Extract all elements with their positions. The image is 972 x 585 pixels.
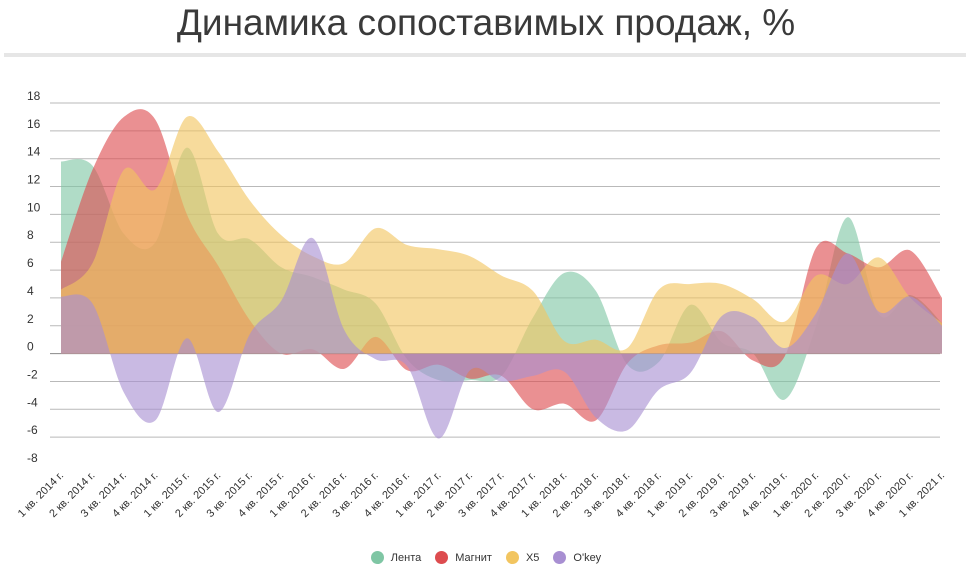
y-tick-label: 6 [27, 256, 34, 270]
y-tick-label: -2 [27, 367, 38, 381]
legend-item[interactable]: X5 [505, 551, 540, 564]
legend-label: X5 [525, 551, 540, 564]
legend-item[interactable]: Магнит [435, 551, 492, 564]
y-tick-label: -6 [27, 423, 38, 437]
x-axis: 1 кв. 2014 г.2 кв. 2014 г.3 кв. 2014 г.4… [16, 470, 947, 520]
area-layer [61, 109, 942, 439]
y-tick-label: 0 [27, 340, 34, 354]
y-tick-label: 14 [27, 145, 41, 159]
legend: Лента Магнит X5 O'key [0, 551, 972, 564]
legend-swatch [553, 551, 567, 564]
y-tick-label: 10 [27, 200, 41, 214]
title-divider [4, 53, 966, 57]
legend-label: Лента [390, 551, 422, 564]
y-tick-label: 12 [27, 173, 41, 187]
y-tick-label: 4 [27, 284, 34, 298]
legend-item[interactable]: Лента [370, 551, 422, 564]
legend-swatch [505, 551, 519, 564]
series-area-4 [61, 237, 942, 439]
series-area-3 [61, 115, 942, 354]
legend-item[interactable]: O'key [553, 551, 601, 564]
y-tick-label: 16 [27, 117, 41, 131]
legend-label: O'key [573, 551, 602, 564]
y-tick-label: 8 [27, 228, 34, 242]
y-axis: 18 16 14 12 10 8 6 4 2 0 -2 -4 -6 -8 [27, 89, 41, 465]
y-tick-label: -8 [27, 451, 38, 465]
legend-label: Магнит [455, 551, 492, 564]
legend-swatch [435, 551, 449, 564]
chart-title: Динамика сопоставимых продаж, % [176, 2, 796, 43]
y-tick-label: -4 [27, 395, 38, 409]
legend-swatch [370, 551, 384, 564]
y-tick-label: 2 [27, 312, 34, 326]
y-tick-label: 18 [27, 89, 41, 103]
